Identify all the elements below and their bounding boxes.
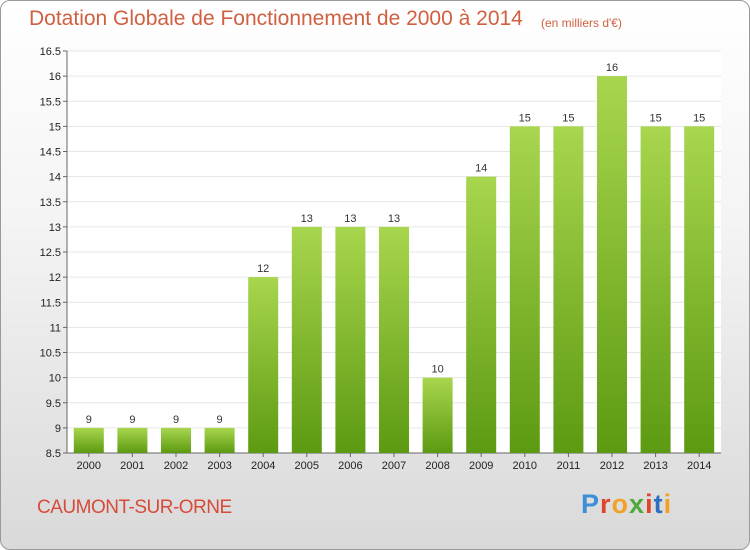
data-label: 12 <box>257 263 269 275</box>
x-tick-label: 2007 <box>382 460 406 472</box>
y-tick-label: 12 <box>49 272 61 284</box>
axes: 8.5 9 9.5 10 10.5 11 11.5 12 12.5 13 13.5 14 14.5 15 1… <box>40 46 721 472</box>
bar <box>379 226 409 453</box>
logo-letter: t <box>653 489 664 519</box>
data-label: 9 <box>86 414 92 426</box>
x-tick-label: 2005 <box>295 460 319 472</box>
bar <box>640 126 671 453</box>
y-tick-label: 16 <box>49 71 61 83</box>
bar <box>684 126 715 453</box>
y-tick-label: 14.5 <box>40 147 61 159</box>
y-tick-label: 16.5 <box>40 46 61 58</box>
chart-title: Dotation Globale de Fonctionnement de 20… <box>29 7 523 30</box>
y-tick-label: 11.5 <box>40 297 61 309</box>
data-label: 10 <box>431 364 443 376</box>
bar <box>597 76 627 453</box>
data-label: 13 <box>301 213 313 225</box>
x-tick-label: 2011 <box>557 460 581 472</box>
x-tick-label: 2006 <box>338 460 362 472</box>
commune-name: CAUMONT-SUR-ORNE <box>37 497 232 518</box>
bar <box>335 226 366 453</box>
x-tick-label: 2003 <box>207 460 231 472</box>
bar <box>248 277 279 453</box>
data-label: 9 <box>173 414 179 426</box>
bar <box>466 176 497 453</box>
bar <box>422 377 453 453</box>
logo-letter: P <box>581 489 601 519</box>
bar <box>509 126 540 453</box>
bar <box>291 226 322 453</box>
logo-letter: r <box>600 489 612 519</box>
x-tick-label: 2004 <box>251 460 275 472</box>
x-tick-label: 2008 <box>425 460 449 472</box>
chart-subtitle: (en milliers d'€) <box>541 16 622 30</box>
bar <box>73 427 104 453</box>
y-tick-label: 12.5 <box>40 247 61 259</box>
y-tick-label: 13.5 <box>40 197 61 209</box>
logo-letter: x <box>629 489 646 519</box>
logo-letter: i <box>663 489 673 519</box>
y-tick-label: 9.5 <box>46 398 61 410</box>
x-tick-label: 2010 <box>513 460 537 472</box>
data-label: 9 <box>129 414 135 426</box>
x-tick-label: 2002 <box>164 460 188 472</box>
data-label: 13 <box>344 213 356 225</box>
proxiti-logo[interactable]: Proxiti <box>581 489 672 520</box>
bar <box>161 427 191 453</box>
x-tick-label: 2001 <box>120 460 144 472</box>
data-label: 15 <box>562 112 574 124</box>
bar <box>204 427 235 453</box>
bar <box>553 126 584 453</box>
data-label: 15 <box>693 112 705 124</box>
y-tick-label: 15 <box>49 121 61 133</box>
y-tick-label: 13 <box>49 222 61 234</box>
y-tick-label: 10.5 <box>40 348 61 360</box>
data-label: 15 <box>649 112 661 124</box>
logo-letter: o <box>611 489 630 519</box>
x-tick-label: 2000 <box>77 460 101 472</box>
data-label: 14 <box>475 163 487 175</box>
x-tick-label: 2013 <box>643 460 667 472</box>
y-tick-label: 8.5 <box>46 448 61 460</box>
data-label: 16 <box>606 62 618 74</box>
y-tick-label: 14 <box>49 172 61 184</box>
data-label: 15 <box>519 112 531 124</box>
y-tick-label: 10 <box>49 373 61 385</box>
bars: 9 9 9 9 12 13 13 13 10 14 15 15 16 15 15 <box>73 62 715 453</box>
x-tick-label: 2014 <box>687 460 711 472</box>
x-tick-label: 2009 <box>469 460 493 472</box>
y-tick-label: 15.5 <box>40 96 61 108</box>
data-label: 13 <box>388 213 400 225</box>
y-tick-label: 9 <box>55 423 61 435</box>
logo-letter: i <box>645 489 654 519</box>
x-tick-label: 2012 <box>600 460 624 472</box>
data-label: 9 <box>217 414 223 426</box>
y-tick-label: 11 <box>50 322 61 334</box>
bar <box>117 427 148 453</box>
